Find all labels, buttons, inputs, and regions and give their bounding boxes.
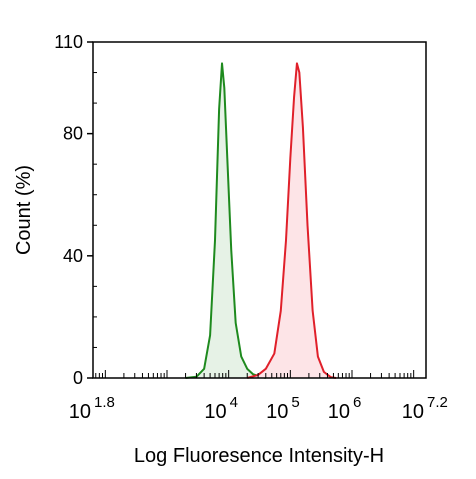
x-tick-label: 10 4 <box>204 394 238 423</box>
series-layer <box>185 62 337 379</box>
plot-frame <box>92 41 427 379</box>
x-tick-exponent: 1.8 <box>94 394 115 411</box>
y-axis-title: Count (%) <box>13 165 35 255</box>
x-tick-label: 10 1.8 <box>69 394 115 423</box>
x-tick-label: 10 6 <box>328 394 362 423</box>
x-tick-exponent: 5 <box>291 394 299 411</box>
series-1-line <box>185 62 267 379</box>
series-1-area <box>185 63 266 378</box>
x-tick-exponent: 6 <box>353 394 361 411</box>
x-tick-exponent: 4 <box>230 394 238 411</box>
y-tick-label: 0 <box>73 368 83 388</box>
x-tick-exponent: 7.2 <box>427 394 448 411</box>
x-tick-base: 10 <box>69 401 91 423</box>
x-minor-ticks <box>95 370 415 378</box>
y-tick-label: 80 <box>63 124 83 144</box>
x-tick-base: 10 <box>204 401 226 423</box>
x-tick-base: 10 <box>328 401 350 423</box>
x-tick-label: 10 7.2 <box>402 394 448 423</box>
series-2-area <box>247 63 336 378</box>
y-tick-label: 40 <box>63 246 83 266</box>
x-axis-tick-labels: 10 1.8 10 4 10 5 10 6 10 7.2 <box>69 394 448 423</box>
y-axis-ticks: 0 40 80 110 <box>54 32 97 388</box>
y-tick-label: 110 <box>54 32 83 52</box>
x-tick-base: 10 <box>402 401 424 423</box>
x-axis-title: Log Fluoresence Intensity-H <box>134 445 384 467</box>
series-2-line <box>246 62 337 379</box>
x-tick-base: 10 <box>266 401 288 423</box>
x-tick-label: 10 5 <box>266 394 300 423</box>
